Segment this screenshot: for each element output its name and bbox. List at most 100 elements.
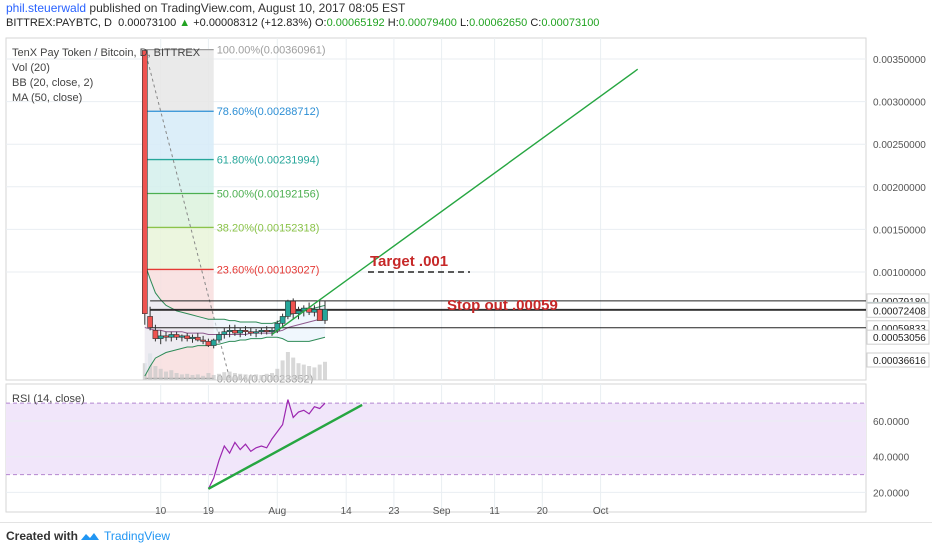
fib-zone [144,159,214,194]
rsi-band [6,403,866,475]
target-annotation: Target .001 [370,253,448,270]
volume-bar [238,373,243,380]
x-tick-label: Aug [268,506,286,517]
fib-level-label: 100.00%(0.00360961) [217,45,326,57]
candle-body [316,309,323,321]
annotations: Target .001 Stop out .00059 [370,253,558,314]
candle-body [195,336,201,341]
volume-bar [164,371,168,380]
volume-bar [222,372,227,380]
x-tick-label: 14 [341,506,353,517]
price-label-box [866,329,930,345]
open-value: 0.00065192 [326,17,385,29]
x-tick-label: 11 [489,506,500,517]
high-value: 0.00079400 [398,17,457,29]
close-value: 0.00073100 [541,17,600,29]
candle-body [221,331,228,335]
price-label: 0.00072408 [873,306,926,317]
fib-zone [144,111,214,160]
volume-bar [291,357,296,380]
volume-bar [317,364,322,380]
volume-bar [195,374,200,380]
y-tick-label: 0.00250000 [873,140,926,151]
candle-body [142,50,148,314]
publish-info: published on TradingView.com, August 10,… [89,1,406,15]
candle-body [269,330,275,332]
candle-body [237,330,243,334]
candle-body [290,300,297,314]
candle-body [279,316,286,324]
open-label: O: [314,17,327,29]
volume-bar [301,364,306,380]
x-tick-label: Sep [433,506,451,517]
volume-bar [174,373,179,380]
fib-zone [144,193,214,228]
candle-body [205,341,212,346]
legend-title: TenX Pay Token / Bitcoin, D, BITTREX [12,47,201,59]
x-tick-label: 20 [537,506,549,517]
candle-body [322,309,328,321]
volume-bar [270,373,274,380]
bollinger-lower-line [144,336,326,377]
volume-bar [211,374,216,380]
change-value: +0.00008312 (+12.83%) [193,17,312,29]
candle-body [152,330,159,339]
fib-zone [144,49,214,112]
volume-bar [227,371,232,380]
rsi-tick-label: 40.0000 [873,453,910,464]
last-price: 0.00073100 [118,17,177,29]
low-label: L: [459,17,470,29]
volume-bar [259,374,264,380]
legend-ma: MA (50, close) [12,92,82,104]
y-tick-label: 0.00350000 [873,55,926,66]
candle-body [248,331,254,334]
y-tick-label: 0.00300000 [873,98,926,109]
ticker-header: BITTREX:PAYBTC, D 0.00073100 ▲ +0.000083… [6,17,599,29]
stop-annotation: Stop out .00059 [447,297,558,314]
x-tick-label: 10 [155,506,167,517]
candle-body [242,330,249,332]
chart-area[interactable]: 100.00%(0.00360961) 78.60%(0.00288712) 61.… [0,0,932,522]
candle-body [295,310,302,314]
high-label: H: [387,17,399,29]
up-arrow-icon: ▲ [179,17,191,29]
volume-bar [190,374,195,380]
volume-bar [264,373,269,380]
y-tick-label: 0.00100000 [873,268,926,279]
legend-vol: Vol (20) [12,62,50,74]
footer: Created with TradingView [0,522,932,551]
candle-body [226,330,233,332]
rsi-tick-label: 60.0000 [873,417,910,428]
candle-body [311,309,318,313]
volume-bar [248,374,253,380]
author-link[interactable]: phil.steuerwald [6,1,87,15]
axes: 10 19 Aug 14 23 Sep 11 20 Oct 0.00350000 0.0030000… [155,55,930,517]
fib-level-label: 78.60%(0.00288712) [217,106,320,118]
rsi-pane [5,383,867,513]
x-tick-label: Oct [593,506,609,517]
volume-bar [206,373,211,380]
created-with-label: Created with [6,529,79,543]
rsi-line [207,399,326,490]
fib-level-label: 61.80%(0.00231994) [217,155,320,167]
candle-body [210,339,217,346]
legend-rsi: RSI (14, close) [12,393,85,405]
candle-body [263,330,270,332]
volume-bar [217,373,221,380]
price-trendline [271,68,639,336]
x-tick-label: 23 [388,506,400,517]
bollinger-fill [144,263,325,377]
symbol-label: BITTREX:PAYBTC, D [6,17,112,29]
volume-bar [185,373,190,380]
candle-body [189,336,196,339]
tradingview-brand[interactable]: TradingView [104,529,171,543]
volume-bar [243,374,248,380]
volume-bar [285,352,290,380]
candle-body [216,334,222,341]
candle-body [184,335,190,339]
volume-bar [307,366,312,380]
candle-body [258,330,265,332]
y-tick-label: 0.00150000 [873,225,926,236]
close-label: C: [530,17,542,29]
fib-level-label: 50.00%(0.00192156) [217,188,320,200]
